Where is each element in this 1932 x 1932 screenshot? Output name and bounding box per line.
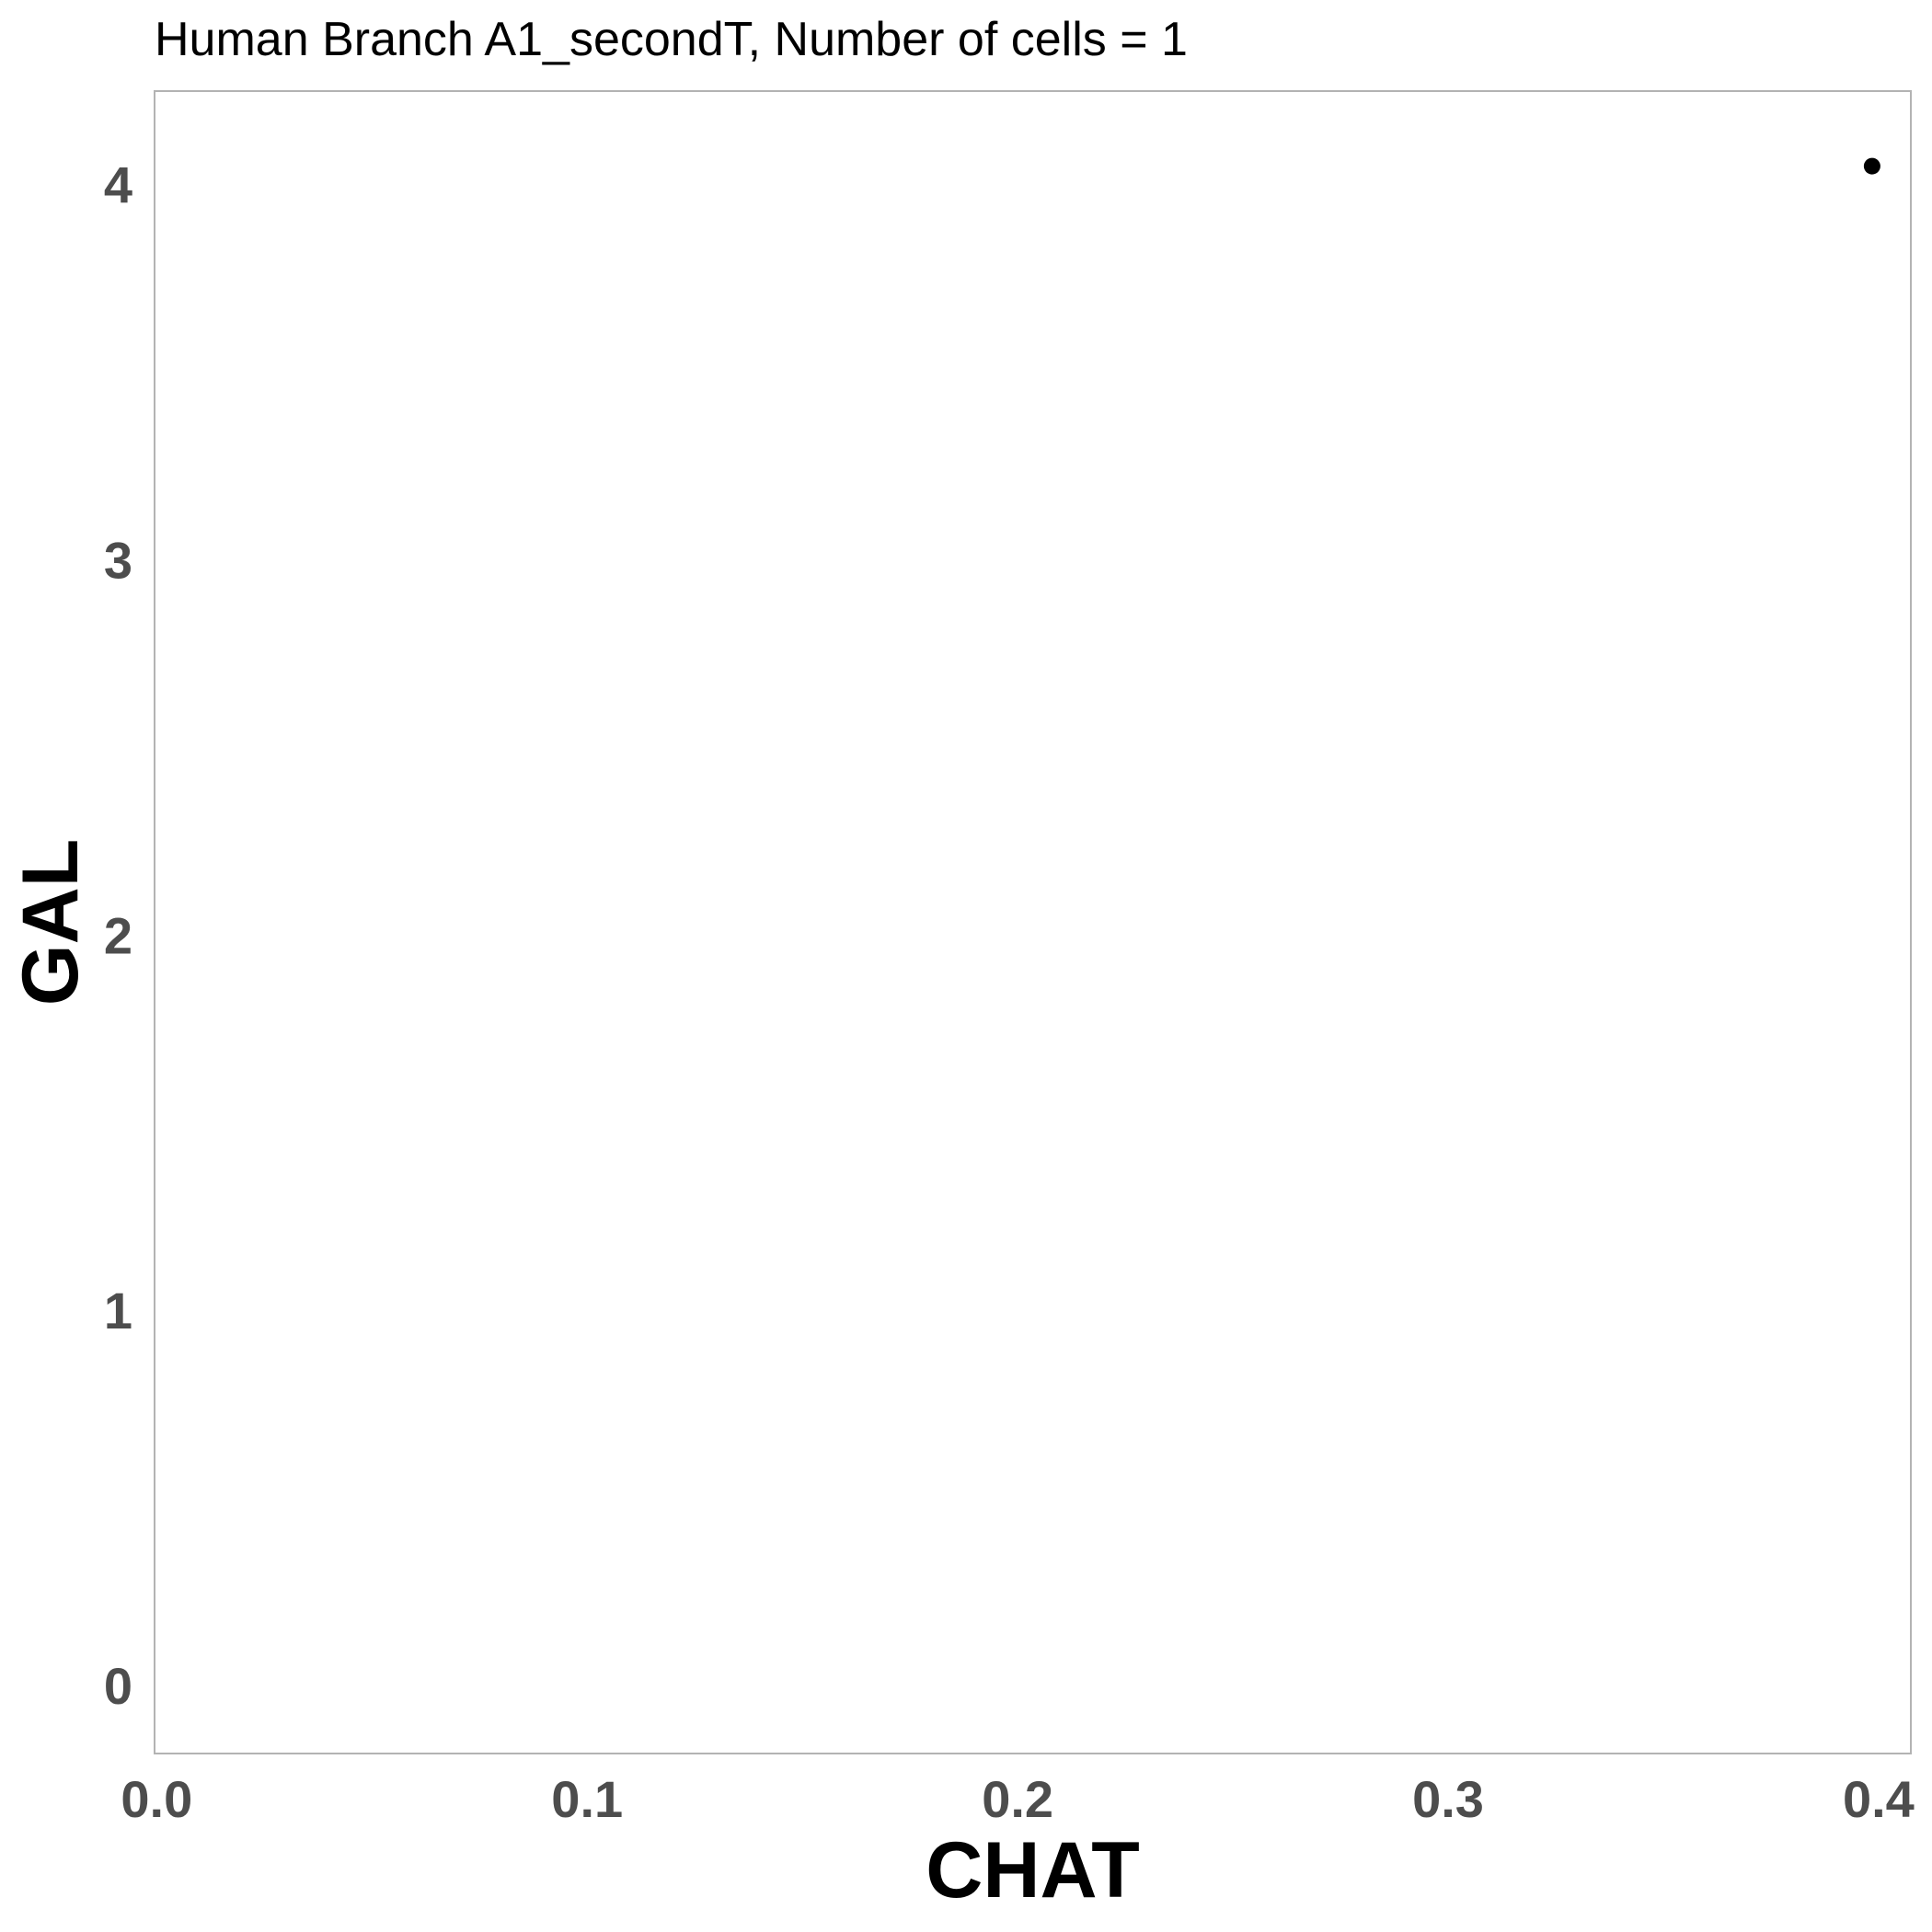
x-tick-label: 0.1 [551, 1770, 623, 1828]
x-axis-ticks: 0.0 0.1 0.2 0.3 0.4 [121, 1770, 1914, 1828]
x-tick-label: 0.4 [1843, 1770, 1915, 1828]
x-tick-label: 0.2 [982, 1770, 1053, 1828]
x-tick-label: 0.0 [121, 1770, 192, 1828]
data-point [1863, 157, 1880, 175]
y-tick-label: 3 [104, 531, 132, 589]
y-tick-label: 2 [104, 906, 132, 964]
y-tick-label: 1 [104, 1282, 132, 1340]
x-axis-title: CHAT [926, 1826, 1139, 1915]
y-tick-label: 4 [104, 155, 132, 213]
y-axis-ticks: 0 1 2 3 4 [104, 155, 132, 1715]
data-points [1863, 157, 1880, 175]
x-tick-label: 0.3 [1412, 1770, 1484, 1828]
plot-panel [154, 90, 1912, 1754]
chart-title: Human Branch A1_secondT, Number of cells… [155, 13, 1188, 66]
y-axis-title: GAL [6, 839, 95, 1006]
y-tick-label: 0 [104, 1657, 132, 1715]
